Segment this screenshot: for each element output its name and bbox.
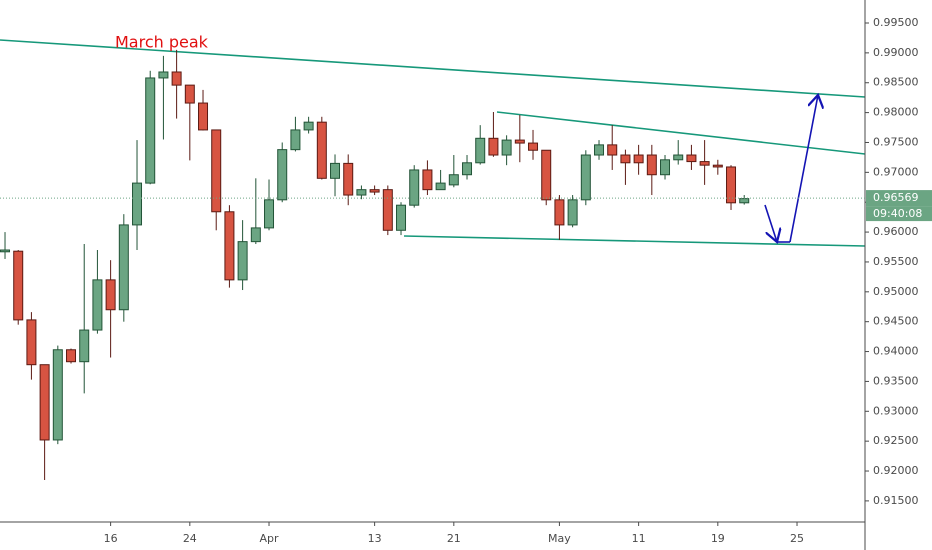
x-tick-label: 25 xyxy=(790,532,804,545)
candle-body xyxy=(726,166,737,204)
candle-body xyxy=(594,144,605,156)
countdown-label: 09:40:08 xyxy=(873,207,922,220)
y-tick-label: 0.94000 xyxy=(873,345,919,358)
candle-body xyxy=(52,349,63,441)
x-tick-label: May xyxy=(548,532,571,545)
trend-line xyxy=(403,235,866,247)
y-tick-label: 0.94500 xyxy=(873,315,919,328)
y-tick-label: 0.98000 xyxy=(873,106,919,119)
y-tick-label: 0.98500 xyxy=(873,76,919,89)
candle-body xyxy=(118,224,129,311)
candle-body xyxy=(290,129,301,151)
y-tick-label: 0.96000 xyxy=(873,225,919,238)
candle-body xyxy=(264,199,275,229)
candle-body xyxy=(369,189,380,193)
candle-body xyxy=(66,349,77,363)
candle-body xyxy=(488,137,499,156)
x-tick-label: 16 xyxy=(104,532,118,545)
candle-body xyxy=(79,329,90,363)
candle-body xyxy=(39,364,50,441)
candle-body xyxy=(343,162,354,196)
candle-body xyxy=(356,189,367,196)
candle-body xyxy=(435,182,446,191)
y-tick-label: 0.99500 xyxy=(873,16,919,29)
y-tick-label: 0.99000 xyxy=(873,46,919,59)
candle-body xyxy=(224,211,235,281)
candle-body xyxy=(92,279,103,331)
candle-body xyxy=(198,102,209,131)
candle-body xyxy=(171,71,182,86)
candle-body xyxy=(396,204,407,231)
trend-line xyxy=(496,111,866,155)
candle-body xyxy=(607,144,618,156)
candle-body xyxy=(0,249,11,253)
candle-body xyxy=(105,279,116,311)
candle-body xyxy=(673,154,684,161)
candle-body xyxy=(422,169,433,191)
candle-body xyxy=(184,84,195,104)
candle-body xyxy=(237,241,248,281)
candle-body xyxy=(646,154,657,176)
candle-body xyxy=(686,154,697,163)
candle-body xyxy=(712,164,723,168)
candle-body xyxy=(739,198,750,204)
candle-body xyxy=(145,77,156,184)
last-price-label: 0.96569 xyxy=(873,191,919,204)
candle-body xyxy=(501,139,512,156)
candle-body xyxy=(580,154,591,201)
candle-body xyxy=(382,189,393,231)
x-tick-label: 11 xyxy=(632,532,646,545)
candle-body xyxy=(158,71,169,79)
arrow xyxy=(764,204,777,242)
candle-body xyxy=(475,137,486,164)
x-tick-label: 21 xyxy=(447,532,461,545)
candle-body xyxy=(699,161,710,166)
candle-body xyxy=(633,154,644,164)
y-tick-label: 0.92000 xyxy=(873,464,919,477)
candle-body xyxy=(250,227,261,243)
y-tick-label: 0.91500 xyxy=(873,494,919,507)
candle-body xyxy=(567,199,578,226)
candle-body xyxy=(554,199,565,226)
x-tick-label: 13 xyxy=(368,532,382,545)
last-price-box xyxy=(866,190,932,207)
y-tick-label: 0.97000 xyxy=(873,165,919,178)
candle-body xyxy=(409,169,420,206)
y-tick-label: 0.95500 xyxy=(873,255,919,268)
y-tick-label: 0.93000 xyxy=(873,404,919,417)
candle-body xyxy=(211,129,222,213)
y-tick-label: 0.95000 xyxy=(873,285,919,298)
drawings xyxy=(0,39,866,247)
candle-body xyxy=(541,149,552,201)
candle-body xyxy=(660,159,671,176)
candle-body xyxy=(316,121,327,179)
candle-body xyxy=(26,319,37,366)
trend-line xyxy=(0,39,866,98)
candle-body xyxy=(620,154,631,164)
candle-body xyxy=(303,121,314,131)
candle-body xyxy=(528,142,539,151)
arrow xyxy=(789,95,818,243)
y-tick-label: 0.92500 xyxy=(873,434,919,447)
x-tick-label: 24 xyxy=(183,532,197,545)
x-tick-label: Apr xyxy=(260,532,280,545)
countdown-box xyxy=(866,206,932,222)
candle-body xyxy=(13,250,24,321)
y-tick-label: 0.93500 xyxy=(873,374,919,387)
candle-body xyxy=(462,162,473,176)
x-tick-label: 19 xyxy=(711,532,725,545)
annotation: March peak xyxy=(115,33,209,52)
candle-body xyxy=(330,162,341,179)
y-tick-label: 0.97500 xyxy=(873,135,919,148)
candle-body xyxy=(514,139,525,144)
candle-body xyxy=(277,149,288,201)
candle-body xyxy=(132,182,143,226)
candle-body xyxy=(448,174,459,186)
